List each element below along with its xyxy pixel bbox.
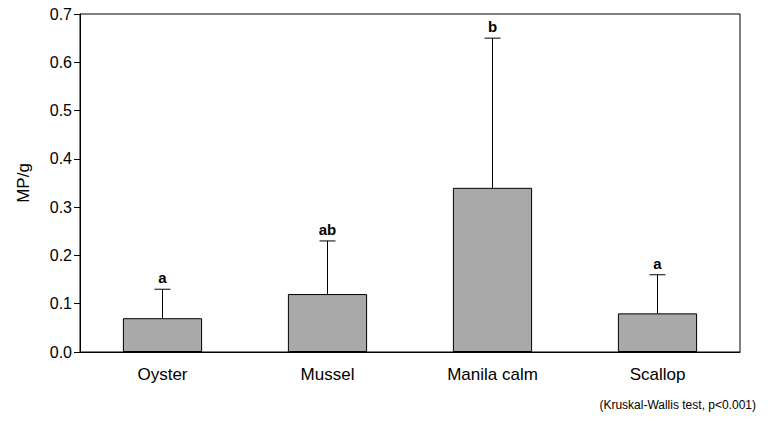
svg-text:0.6: 0.6 bbox=[50, 54, 72, 71]
svg-text:Scallop: Scallop bbox=[630, 365, 686, 384]
svg-text:0.4: 0.4 bbox=[50, 150, 72, 167]
svg-text:ab: ab bbox=[319, 221, 337, 238]
svg-text:0.1: 0.1 bbox=[50, 295, 72, 312]
svg-text:b: b bbox=[488, 18, 497, 35]
svg-text:Manila calm: Manila calm bbox=[447, 365, 538, 384]
svg-text:0.0: 0.0 bbox=[50, 344, 72, 361]
svg-text:MP/g: MP/g bbox=[14, 163, 33, 203]
svg-text:0.7: 0.7 bbox=[50, 6, 72, 23]
svg-text:a: a bbox=[158, 269, 167, 286]
svg-text:0.2: 0.2 bbox=[50, 247, 72, 264]
svg-text:(Kruskal-Wallis test, p<0.001): (Kruskal-Wallis test, p<0.001) bbox=[599, 398, 756, 412]
svg-text:0.3: 0.3 bbox=[50, 199, 72, 216]
svg-text:Mussel: Mussel bbox=[301, 365, 355, 384]
svg-text:a: a bbox=[653, 255, 662, 272]
svg-text:Oyster: Oyster bbox=[137, 365, 187, 384]
svg-text:0.5: 0.5 bbox=[50, 102, 72, 119]
